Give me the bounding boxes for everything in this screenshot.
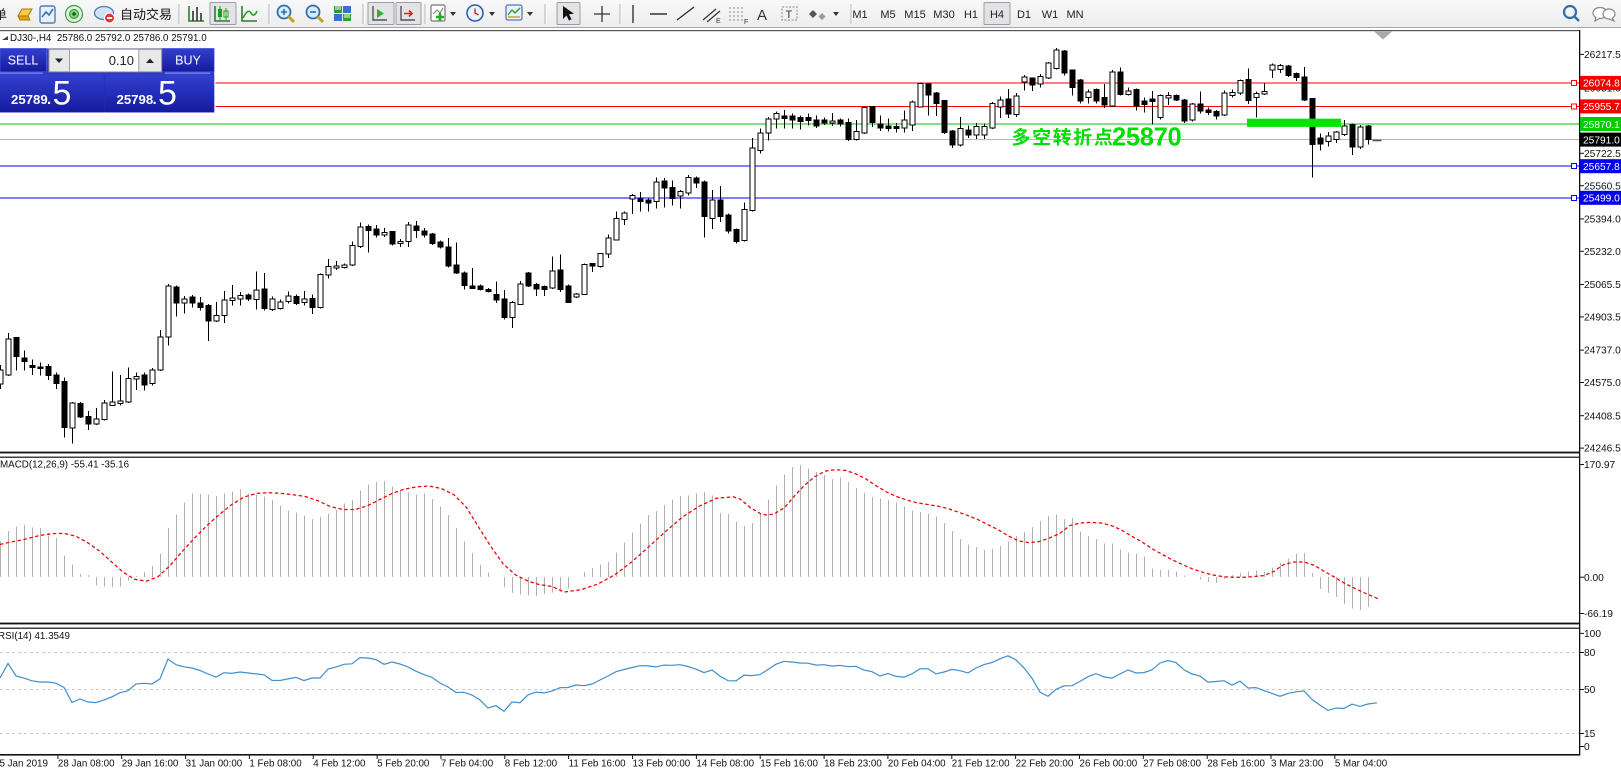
svg-text:25394.0: 25394.0 [1584, 215, 1621, 226]
svg-text:A: A [757, 7, 767, 24]
svg-text:27 Feb 08:00: 27 Feb 08:00 [1143, 759, 1201, 770]
svg-text:100: 100 [1584, 629, 1601, 640]
svg-text:4 Feb 12:00: 4 Feb 12:00 [313, 759, 366, 770]
svg-text:50: 50 [1584, 685, 1596, 696]
svg-text:24575.0: 24575.0 [1584, 378, 1621, 389]
svg-text:26074.8: 26074.8 [1583, 79, 1620, 90]
svg-text:D1: D1 [1017, 9, 1031, 21]
svg-text:25798: 25798 [117, 92, 154, 107]
svg-text:25955.7: 25955.7 [1583, 102, 1620, 113]
svg-text:0.00: 0.00 [1584, 573, 1604, 584]
svg-text:MN: MN [1066, 9, 1083, 21]
svg-text:SELL: SELL [8, 54, 39, 68]
svg-text:25791.0: 25791.0 [1583, 135, 1620, 146]
svg-text:13 Feb 00:00: 13 Feb 00:00 [633, 759, 691, 770]
svg-text:25722.5: 25722.5 [1584, 149, 1621, 160]
svg-text:28 Jan 08:00: 28 Jan 08:00 [58, 759, 115, 770]
svg-text:15 Feb 16:00: 15 Feb 16:00 [760, 759, 818, 770]
svg-text:H4: H4 [990, 9, 1004, 21]
svg-text:25789: 25789 [11, 92, 48, 107]
svg-text:-66.19: -66.19 [1584, 609, 1613, 620]
svg-text:11 Feb 16:00: 11 Feb 16:00 [569, 759, 627, 770]
svg-text:.: . [47, 91, 51, 108]
svg-text:25560.5: 25560.5 [1584, 181, 1621, 192]
svg-text:DJ30-,H4 25786.0 25792.0 2578: DJ30-,H4 25786.0 25792.0 25786.0 25791.0 [10, 33, 207, 44]
svg-text:28 Feb 16:00: 28 Feb 16:00 [1207, 759, 1265, 770]
svg-text:15: 15 [1584, 729, 1596, 740]
svg-text:25499.0: 25499.0 [1583, 194, 1620, 205]
svg-text:1 Feb 08:00: 1 Feb 08:00 [249, 759, 302, 770]
svg-text:18 Feb 23:00: 18 Feb 23:00 [824, 759, 882, 770]
svg-text:F: F [744, 19, 748, 26]
svg-text:24903.5: 24903.5 [1584, 313, 1621, 324]
svg-text:8 Feb 12:00: 8 Feb 12:00 [505, 759, 558, 770]
svg-text:25870: 25870 [1112, 124, 1182, 152]
svg-text:5: 5 [53, 74, 72, 112]
svg-text:M5: M5 [880, 9, 895, 21]
svg-text:29 Jan 16:00: 29 Jan 16:00 [122, 759, 179, 770]
svg-text:.: . [153, 91, 157, 108]
svg-text:0: 0 [1584, 742, 1590, 753]
svg-text:T: T [786, 9, 793, 21]
svg-text:MACD(12,26,9) -55.41 -35.16: MACD(12,26,9) -55.41 -35.16 [0, 460, 130, 471]
svg-text:M1: M1 [852, 9, 867, 21]
svg-text:5: 5 [158, 74, 177, 112]
svg-text:25870.1: 25870.1 [1583, 120, 1620, 131]
svg-text:24246.5: 24246.5 [1584, 444, 1621, 455]
svg-text:25232.0: 25232.0 [1584, 247, 1621, 258]
svg-text:3 Mar 23:00: 3 Mar 23:00 [1271, 759, 1324, 770]
svg-text:22 Feb 20:00: 22 Feb 20:00 [1016, 759, 1074, 770]
svg-text:26217.5: 26217.5 [1584, 50, 1621, 61]
svg-text:25065.5: 25065.5 [1584, 280, 1621, 291]
svg-text:RSI(14) 41.3549: RSI(14) 41.3549 [0, 631, 70, 642]
svg-text:0.10: 0.10 [109, 53, 134, 68]
svg-text:M30: M30 [933, 9, 954, 21]
svg-text:E: E [716, 18, 721, 25]
svg-text:20 Feb 04:00: 20 Feb 04:00 [888, 759, 946, 770]
svg-text:H1: H1 [964, 9, 978, 21]
svg-text:BUY: BUY [175, 54, 201, 68]
svg-text:26 Feb 00:00: 26 Feb 00:00 [1080, 759, 1138, 770]
svg-text:31 Jan 00:00: 31 Jan 00:00 [186, 759, 243, 770]
svg-text:M15: M15 [904, 9, 925, 21]
svg-text:14 Feb 08:00: 14 Feb 08:00 [696, 759, 754, 770]
svg-text:80: 80 [1584, 648, 1596, 659]
svg-text:W1: W1 [1042, 9, 1059, 21]
svg-text:5 Mar 04:00: 5 Mar 04:00 [1335, 759, 1388, 770]
svg-text:24408.5: 24408.5 [1584, 411, 1621, 422]
svg-text:21 Feb 12:00: 21 Feb 12:00 [952, 759, 1010, 770]
svg-text:25657.8: 25657.8 [1583, 162, 1620, 173]
svg-text:24737.0: 24737.0 [1584, 346, 1621, 357]
svg-text:170.97: 170.97 [1584, 460, 1615, 471]
svg-text:5 Feb 20:00: 5 Feb 20:00 [377, 759, 430, 770]
svg-text:7 Feb 04:00: 7 Feb 04:00 [441, 759, 494, 770]
svg-text:25 Jan 2019: 25 Jan 2019 [0, 759, 48, 770]
